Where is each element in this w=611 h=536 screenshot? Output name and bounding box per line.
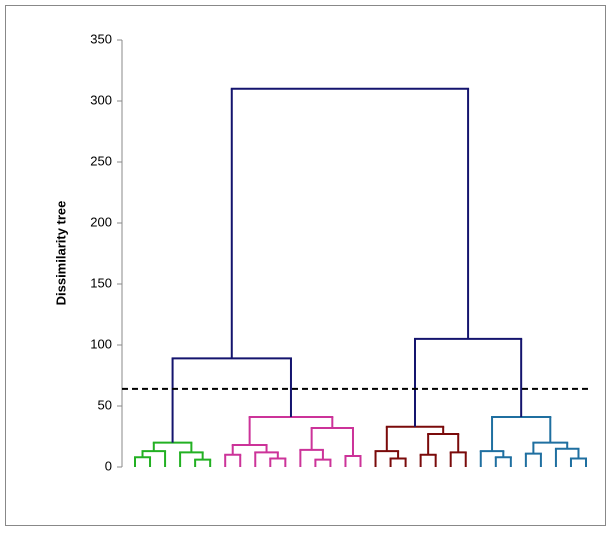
y-tick-label: 250 <box>90 153 112 168</box>
y-tick-label: 50 <box>98 397 112 412</box>
y-axis-title: Dissimilarity tree <box>53 201 68 306</box>
y-tick-label: 200 <box>90 214 112 229</box>
chart-frame <box>5 5 606 526</box>
y-tick-label: 100 <box>90 336 112 351</box>
y-tick-label: 0 <box>105 458 112 473</box>
y-tick-label: 300 <box>90 92 112 107</box>
y-tick-label: 150 <box>90 275 112 290</box>
y-tick-label: 350 <box>90 31 112 46</box>
